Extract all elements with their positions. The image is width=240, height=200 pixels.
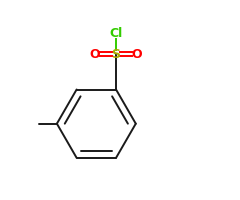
Text: Cl: Cl xyxy=(109,27,123,40)
Text: O: O xyxy=(132,48,143,61)
Text: O: O xyxy=(90,48,100,61)
Text: S: S xyxy=(112,48,120,61)
